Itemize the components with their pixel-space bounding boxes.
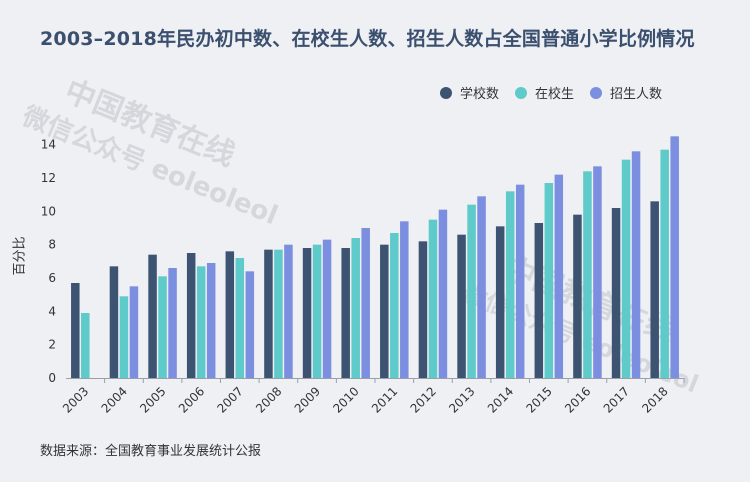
x-tick-label: 2013 [446, 384, 477, 415]
bar-schools-2009 [302, 248, 312, 378]
bar-schools-2007 [225, 251, 235, 378]
x-tick-label: 2008 [253, 384, 284, 415]
x-tick-label: 2004 [99, 384, 130, 415]
bar-students-2007 [235, 258, 245, 378]
bar-enrollment-2012 [438, 209, 448, 378]
bars [71, 136, 679, 378]
chart-legend: 学校数 在校生 招生人数 [440, 83, 678, 102]
bar-students-2008 [274, 249, 283, 378]
bar-enrollment-2006 [206, 263, 216, 378]
legend-dot-schools [440, 86, 452, 99]
bar-students-2011 [390, 233, 399, 378]
bar-enrollment-2004 [129, 286, 139, 378]
x-tick-label: 2016 [562, 384, 593, 415]
bar-enrollment-2016 [593, 166, 602, 378]
legend-item-students[interactable]: 在校生 [515, 83, 574, 102]
bar-schools-2008 [264, 249, 273, 378]
bar-schools-2017 [611, 208, 621, 378]
legend-dot-enrollment [590, 86, 603, 99]
data-source: 数据来源：全国教育事业发展统计公报 [40, 444, 262, 459]
x-tick-label: 2015 [523, 384, 554, 415]
bar-students-2004 [119, 296, 129, 378]
x-tick-label: 2009 [292, 384, 323, 415]
y-tick-label: 14 [41, 138, 56, 152]
x-tick-label: 2014 [485, 384, 516, 415]
bar-schools-2013 [457, 234, 466, 378]
y-tick-label: 12 [41, 171, 56, 185]
bar-schools-2014 [495, 226, 505, 378]
bar-schools-2016 [573, 214, 582, 378]
bar-students-2014 [505, 191, 515, 378]
bar-students-2016 [583, 171, 592, 378]
legend-item-enrollment[interactable]: 招生人数 [590, 83, 662, 102]
y-tick-label: 0 [48, 371, 56, 385]
x-tick-label: 2012 [408, 384, 439, 415]
chart-title: 2003–2018年民办初中数、在校生人数、招生人数占全国普通小学比例情况 [40, 28, 695, 50]
y-axis-ticks: 0 2 4 6 8 10 12 14 [41, 138, 56, 385]
x-tick-label: 2006 [176, 384, 207, 415]
legend-item-schools[interactable]: 学校数 [440, 83, 499, 102]
bar-students-2009 [312, 244, 322, 378]
bar-enrollment-2014 [515, 184, 525, 378]
bar-enrollment-2005 [168, 268, 177, 378]
x-axis-ticks: 2003 2004 2005 2006 2007 2008 2009 2010 2011 2012… [60, 378, 685, 416]
bar-students-2012 [428, 219, 438, 378]
bar-schools-2006 [186, 253, 196, 378]
y-tick-label: 10 [41, 204, 56, 218]
bar-students-2013 [467, 204, 476, 378]
bar-enrollment-2010 [361, 228, 370, 378]
bar-schools-2003 [71, 283, 80, 378]
legend-label-schools: 学校数 [460, 87, 500, 102]
x-tick-label: 2005 [137, 384, 168, 415]
y-tick-label: 8 [48, 238, 56, 252]
bar-schools-2011 [380, 244, 389, 378]
bar-schools-2004 [109, 266, 119, 378]
bar-students-2010 [351, 238, 360, 378]
bar-students-2003 [81, 313, 90, 378]
bar-schools-2010 [341, 248, 350, 378]
bar-students-2006 [196, 266, 206, 378]
bar-enrollment-2017 [631, 151, 641, 378]
bar-schools-2015 [534, 223, 544, 378]
bar-schools-2012 [418, 241, 428, 378]
y-tick-label: 2 [48, 338, 56, 352]
bar-enrollment-2013 [477, 196, 486, 378]
bar-enrollment-2011 [400, 221, 409, 378]
x-tick-label: 2011 [369, 384, 400, 415]
bar-enrollment-2018 [670, 136, 679, 378]
x-tick-label: 2003 [60, 384, 91, 415]
bar-students-2018 [660, 149, 669, 378]
bar-students-2005 [158, 276, 167, 378]
legend-dot-students [515, 86, 528, 99]
legend-label-students: 在校生 [535, 87, 575, 102]
x-tick-label: 2018 [639, 384, 670, 415]
legend-label-enrollment: 招生人数 [610, 87, 663, 102]
bar-schools-2018 [650, 201, 659, 378]
x-tick-label: 2007 [214, 384, 245, 415]
x-tick-label: 2010 [330, 384, 361, 415]
x-tick-label: 2017 [601, 384, 632, 415]
bar-enrollment-2009 [322, 239, 332, 378]
bar-enrollment-2015 [554, 174, 564, 378]
bar-students-2015 [544, 183, 554, 378]
y-tick-label: 4 [48, 304, 56, 318]
bar-schools-2005 [148, 254, 157, 378]
bar-students-2017 [621, 159, 631, 378]
bar-enrollment-2007 [245, 271, 255, 378]
y-tick-label: 6 [48, 271, 56, 285]
bar-enrollment-2008 [284, 244, 293, 378]
